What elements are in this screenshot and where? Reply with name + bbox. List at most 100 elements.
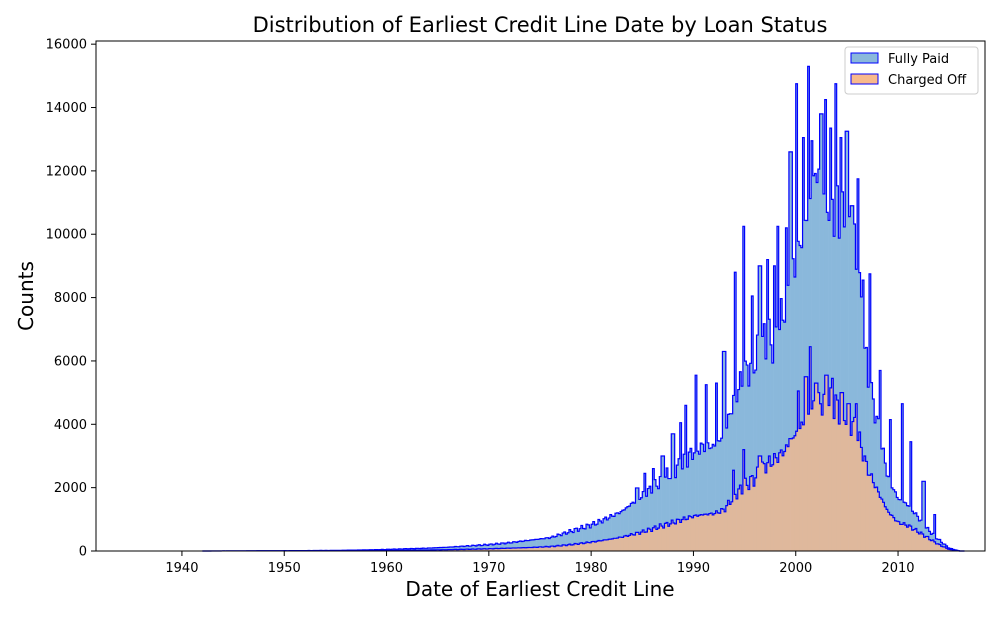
histogram-bar <box>567 532 570 551</box>
histogram-bar <box>776 226 779 551</box>
histogram-bar <box>592 541 595 551</box>
histogram-bar <box>609 539 612 551</box>
histogram-bar <box>444 549 447 551</box>
histogram-bar <box>645 496 648 551</box>
histogram-bar <box>923 481 926 551</box>
histogram-bar <box>712 444 715 551</box>
histogram-bar <box>821 415 824 551</box>
histogram-bar <box>671 433 674 551</box>
x-axis: 1940 1950 1960 1970 1980 1990 2000 2010 <box>165 551 915 576</box>
histogram-bar <box>921 481 924 551</box>
histogram-bar <box>783 322 786 551</box>
histogram-bar <box>812 175 815 552</box>
histogram-bar <box>710 447 713 551</box>
histogram-bar <box>539 546 542 551</box>
histogram-bar <box>933 541 936 551</box>
histogram-bar <box>449 546 452 551</box>
histogram-bar <box>838 424 841 551</box>
histogram-bar <box>867 387 870 551</box>
histogram-bar <box>604 517 607 551</box>
histogram-bar <box>794 277 797 551</box>
histogram-bar <box>771 362 774 551</box>
histogram-bar <box>562 533 565 551</box>
histogram-bar <box>790 151 793 551</box>
histogram-bar <box>587 524 590 551</box>
histogram-bar <box>875 416 878 551</box>
histogram-bar <box>480 545 483 551</box>
legend-swatch-fully-paid <box>850 52 879 64</box>
histogram-bar <box>780 298 783 551</box>
histogram-bar <box>734 494 737 551</box>
histogram-bar <box>647 488 650 551</box>
histogram-bar <box>787 446 790 551</box>
histogram-bar <box>601 540 604 551</box>
histogram-bar <box>633 503 636 551</box>
histogram-bar <box>514 548 517 551</box>
histogram-bar <box>945 548 948 551</box>
histogram-bar <box>763 463 766 551</box>
histogram-bar <box>463 549 466 551</box>
histogram-bar <box>766 462 769 551</box>
histogram-bar <box>759 455 762 551</box>
histogram-bar <box>698 515 701 551</box>
histogram-bar <box>615 513 618 551</box>
plot-area-frame <box>95 40 986 552</box>
histogram-bar <box>495 543 498 551</box>
histogram-bar <box>696 516 699 551</box>
histogram-bar <box>834 394 837 551</box>
histogram-bar <box>640 497 643 551</box>
histogram-bar <box>652 527 655 551</box>
histogram-bar <box>918 533 921 551</box>
x-tick-label: 1950 <box>268 561 301 576</box>
histogram-bar <box>742 449 745 551</box>
histogram-bar <box>754 370 757 551</box>
histogram-bar <box>686 519 689 551</box>
histogram-bar <box>817 169 820 551</box>
x-tick-label: 2010 <box>881 561 914 576</box>
histogram-bar <box>630 533 633 551</box>
histogram-bar <box>473 549 476 551</box>
histogram-bar <box>845 424 848 551</box>
histogram-bar <box>553 537 556 551</box>
histogram-bar <box>874 422 877 551</box>
histogram-bar <box>444 547 447 551</box>
histogram-bar <box>551 536 554 551</box>
histogram-bar <box>451 549 454 551</box>
histogram-bar <box>509 543 512 551</box>
histogram-bar <box>516 542 519 551</box>
histogram-bar <box>921 534 924 551</box>
histogram-bar <box>541 547 544 551</box>
histogram-bar <box>662 528 665 551</box>
histogram-bar <box>719 513 722 551</box>
histogram-bar <box>650 531 653 551</box>
histogram-bar <box>447 549 450 551</box>
x-tick-label: 1940 <box>165 561 198 576</box>
histogram-bar <box>589 542 592 551</box>
histogram-bar <box>437 549 440 551</box>
histogram-bar <box>717 440 720 551</box>
histogram-bar <box>599 540 602 551</box>
histogram-bar <box>691 517 694 551</box>
histogram-bar <box>521 547 524 551</box>
histogram-bar <box>710 513 713 551</box>
histogram-bar <box>889 514 892 551</box>
histogram-bar <box>708 448 711 551</box>
histogram-bar <box>928 539 931 551</box>
histogram-bar <box>609 514 612 551</box>
histogram-bar <box>449 549 452 551</box>
histogram-bar <box>705 514 708 551</box>
histogram-bar <box>886 509 889 551</box>
histogram-bar <box>557 534 560 551</box>
histogram-bar <box>940 546 943 551</box>
histogram-bar <box>829 128 832 552</box>
histogram-bar <box>686 467 689 551</box>
histogram-bar <box>655 486 658 551</box>
histogram-bar <box>464 549 467 551</box>
histogram-bar <box>838 238 841 551</box>
histogram-bar <box>782 455 785 551</box>
histogram-bar <box>478 544 481 551</box>
histogram-bar <box>575 543 578 551</box>
histogram-bar <box>736 401 739 551</box>
histogram-bar <box>528 540 531 551</box>
histogram-bar <box>568 529 571 551</box>
